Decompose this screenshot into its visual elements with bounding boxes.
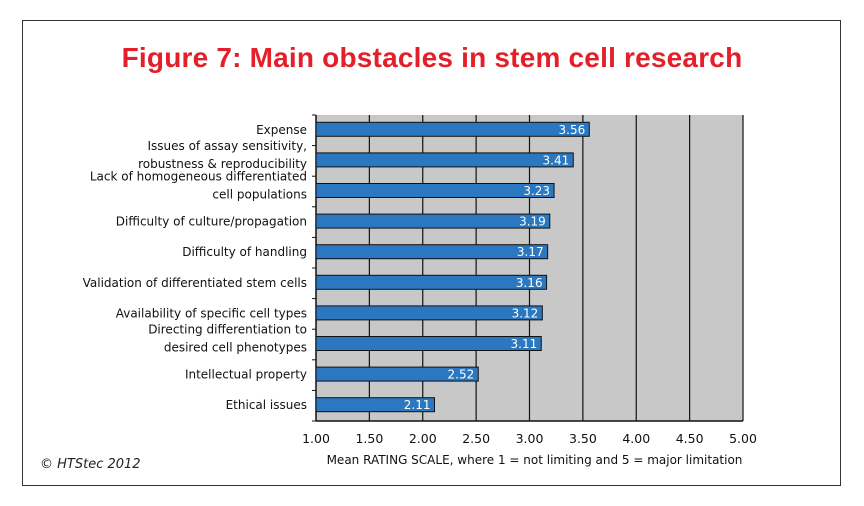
bar-value-label: 3.16 (516, 276, 543, 290)
bar-value-label: 3.41 (543, 153, 570, 167)
category-label: Difficulty of culture/propagation (116, 215, 307, 229)
category-label: Intellectual property (185, 368, 307, 382)
category-label: desired cell phenotypes (164, 341, 307, 355)
bar (315, 274, 548, 290)
bar-value-label: 2.52 (448, 368, 475, 382)
category-label: Expense (256, 123, 307, 137)
bar-value-label: 3.11 (511, 337, 538, 351)
bar (315, 336, 542, 351)
x-tick-label: 1.50 (355, 431, 383, 446)
bar (315, 244, 549, 260)
bar (315, 152, 574, 168)
x-tick-label: 2.50 (462, 431, 490, 446)
bar (315, 397, 435, 413)
chart-title: Figure 7: Main obstacles in stem cell re… (121, 42, 743, 73)
x-tick-label: 4.00 (622, 431, 650, 446)
bar (315, 121, 590, 137)
bar-value-label: 3.17 (517, 245, 544, 259)
x-tick-label: 5.00 (729, 431, 757, 446)
bar (315, 305, 543, 321)
bar-value-label: 3.19 (519, 215, 546, 229)
x-tick-label: 2.00 (409, 431, 437, 446)
bar (315, 183, 555, 198)
category-label: Difficulty of handling (182, 245, 307, 259)
category-label: robustness & reproducibility (138, 157, 307, 171)
bar-value-label: 3.23 (523, 184, 550, 198)
bar-value-label: 2.11 (404, 398, 431, 412)
category-label: Ethical issues (226, 398, 307, 412)
bar-value-label: 3.56 (559, 123, 586, 137)
category-label: Directing differentiation to (148, 323, 307, 337)
bar (315, 213, 551, 229)
x-tick-label: 4.50 (676, 431, 704, 446)
category-label: Issues of assay sensitivity, (147, 139, 307, 153)
copyright: © HTStec 2012 (40, 457, 141, 472)
x-tick-label: 3.50 (569, 431, 597, 446)
x-tick-label: 3.00 (516, 431, 544, 446)
category-label: Lack of homogeneous differentiated (90, 170, 307, 184)
category-label: Availability of specific cell types (116, 306, 307, 320)
category-label: Validation of differentiated stem cells (83, 276, 307, 290)
x-axis-label: Mean RATING SCALE, where 1 = not limitin… (327, 453, 743, 467)
x-tick-label: 1.00 (302, 431, 330, 446)
bar (315, 366, 479, 382)
category-label: cell populations (212, 188, 307, 202)
figure-frame (22, 20, 841, 486)
bar-value-label: 3.12 (512, 306, 539, 320)
